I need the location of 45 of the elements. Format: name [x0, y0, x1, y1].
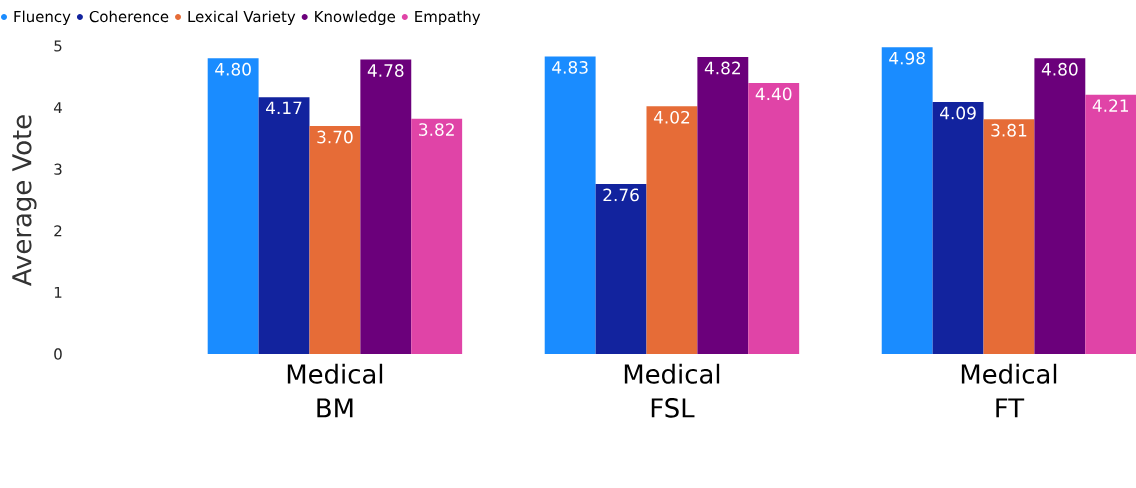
bar — [1034, 58, 1086, 354]
data-label: 4.80 — [1041, 62, 1078, 76]
data-label: 3.82 — [419, 123, 454, 137]
data-label: 4.78 — [367, 64, 404, 77]
bar — [360, 59, 412, 354]
bar — [309, 126, 361, 354]
bar — [697, 57, 749, 354]
legend-label: Fluency — [14, 10, 71, 26]
data-label: 4.82 — [704, 61, 740, 75]
data-label: 4.02 — [653, 110, 690, 124]
data-label: 4.09 — [940, 106, 976, 120]
bar — [1085, 94, 1136, 354]
data-label: 3.70 — [317, 130, 353, 144]
legend-label: Coherence — [89, 10, 169, 23]
bar — [932, 102, 984, 354]
data-label: 3.81 — [991, 123, 1027, 137]
y-axis-title: Average Vote — [12, 115, 37, 286]
y-tick-label: 2 — [54, 225, 62, 237]
y-tick-label: 3 — [54, 163, 62, 175]
data-label: 4.80 — [215, 62, 251, 76]
x-tick-label: Medical BM — [287, 363, 383, 418]
legend-label: Knowledge — [315, 10, 396, 26]
data-label: 4.98 — [889, 51, 925, 65]
y-tick-label: 0 — [54, 348, 62, 360]
data-label: 2.76 — [603, 188, 639, 202]
y-tick-label: 4 — [53, 102, 62, 114]
y-tick-label: 5 — [54, 40, 62, 52]
bar — [207, 58, 259, 354]
x-tick-label: Medical FSL — [624, 363, 720, 418]
bar — [881, 47, 933, 354]
data-label: 4.21 — [1092, 99, 1129, 112]
y-tick-label: 1 — [54, 286, 62, 298]
bar — [258, 97, 310, 354]
bar — [544, 56, 596, 354]
bar — [646, 106, 698, 354]
data-label: 4.17 — [266, 101, 302, 114]
data-label: 4.40 — [755, 87, 792, 101]
legend-label: Lexical Variety — [188, 10, 296, 26]
bar — [411, 118, 463, 354]
x-tick-label: Medical FT — [961, 363, 1057, 418]
legend-label: Empathy — [415, 10, 481, 26]
bar — [748, 82, 800, 354]
data-label: 4.83 — [552, 60, 588, 74]
bar — [595, 183, 647, 354]
bar — [983, 119, 1035, 354]
